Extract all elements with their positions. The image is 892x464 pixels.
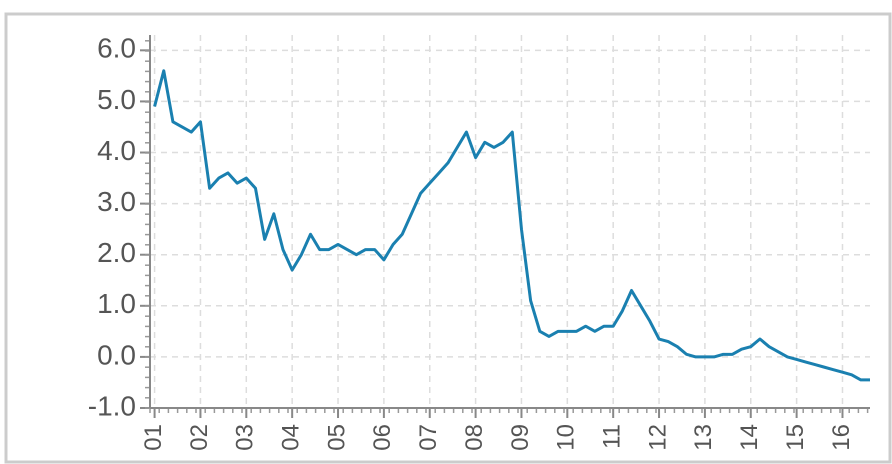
x-tick-label: 06 [369, 424, 396, 451]
x-tick-label: 12 [644, 424, 671, 451]
x-tick-label: 10 [553, 424, 580, 451]
y-tick-label: -1.0 [88, 390, 136, 421]
y-tick-label: 6.0 [97, 33, 136, 64]
y-tick-label: 1.0 [97, 288, 136, 319]
x-tick-label: 08 [461, 424, 488, 451]
x-tick-label: 14 [736, 424, 763, 451]
y-tick-label: 5.0 [97, 84, 136, 115]
x-tick-label: 03 [232, 424, 259, 451]
y-tick-label: 2.0 [97, 237, 136, 268]
frame [4, 12, 892, 464]
y-tick-label: 4.0 [97, 135, 136, 166]
x-tick-label: 04 [278, 424, 305, 451]
x-tick-label: 02 [186, 424, 213, 451]
x-tick-label: 05 [323, 424, 350, 451]
x-tick-label: 01 [140, 424, 167, 451]
y-tick-label: 0.0 [97, 339, 136, 370]
y-tick-label: 3.0 [97, 186, 136, 217]
x-tick-label: 09 [507, 424, 534, 451]
x-tick-label: 13 [690, 424, 717, 451]
x-tick-label: 11 [599, 424, 626, 449]
x-tick-label: 07 [415, 424, 442, 451]
line [153, 69, 870, 382]
x-tick-label: 15 [782, 424, 809, 451]
x-tick-label: 16 [828, 424, 855, 451]
